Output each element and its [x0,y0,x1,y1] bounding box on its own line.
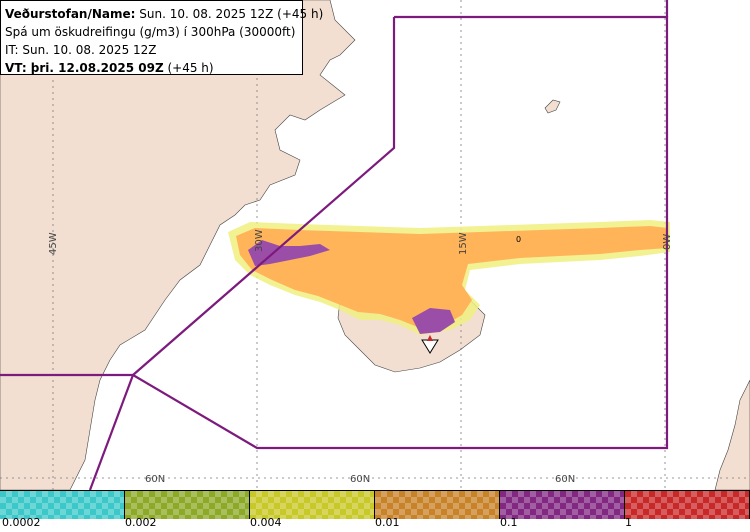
lon-label-45w: 45W [48,232,59,255]
legend-swatch-0 [0,491,125,519]
legend-label-5: 1 [625,516,632,529]
greenland-land [0,0,356,490]
legend-swatch-3 [375,491,500,519]
legend-colorbar [0,490,750,519]
legend-label-2: 0.004 [250,516,282,529]
fir-boundary [0,0,669,490]
header-line-1-value: Sun. 10. 08. 2025 12Z (+45 h) [139,7,324,21]
zero-marker: 0 [516,235,521,244]
lat-label-60n-c: 60N [555,474,575,485]
header-line-1: Veðurstofan/Name: Sun. 10. 08. 2025 12Z … [5,5,323,23]
small-island [544,99,561,114]
map-canvas: ▲ 45W 30W 15W 0W 60N 60N 60N 0 [0,0,750,490]
forecast-header: Veðurstofan/Name: Sun. 10. 08. 2025 12Z … [0,0,323,77]
header-line-4-value: (+45 h) [167,61,214,75]
legend-swatch-2 [250,491,375,519]
header-line-4-label: VT: þri. 12.08.2025 09Z [5,61,164,75]
header-line-2: Spá um öskudreifingu (g/m3) í 300hPa (30… [5,25,296,39]
legend-label-4: 0.1 [500,516,518,529]
ash-high-volcano [412,308,455,334]
norway-land [714,379,750,490]
header-line-3: IT: Sun. 10. 08. 2025 12Z [5,43,157,57]
volcano-marker: ▲ [421,333,439,354]
lon-label-0w: 0W [662,234,673,250]
lat-label-60n-b: 60N [350,474,370,485]
lon-label-30w: 30W [254,229,265,252]
ash-main-contour [236,226,668,328]
legend-label-1: 0.002 [125,516,157,529]
ash-high-west [248,240,330,266]
legend-label-0: 0.0002 [2,516,41,529]
svg-text:▲: ▲ [427,333,434,342]
header-line-4: VT: þri. 12.08.2025 09Z (+45 h) [5,59,298,77]
header-line-1-label: Veðurstofan/Name: [5,7,136,21]
lat-label-60n-a: 60N [145,474,165,485]
legend-label-3: 0.01 [375,516,400,529]
legend-labels: 0.0002 0.002 0.004 0.01 0.1 1 [0,515,750,532]
legend-swatch-5 [625,491,750,519]
graticule [0,0,750,490]
legend-swatch-4 [500,491,625,519]
lon-label-15w: 15W [458,232,469,255]
legend-swatch-1 [125,491,250,519]
